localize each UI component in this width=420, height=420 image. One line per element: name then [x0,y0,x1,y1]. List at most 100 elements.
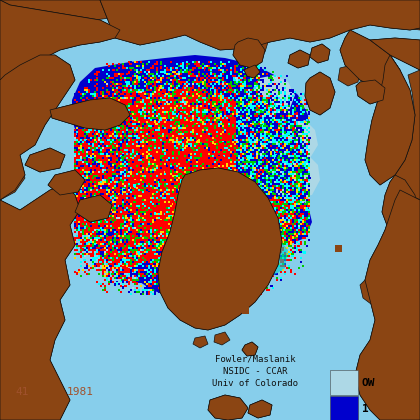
Point [300,171,307,178]
Point [270,254,276,261]
Point [305,176,312,183]
Point [118,277,124,284]
Point [162,216,168,223]
Point [154,89,161,96]
Point [286,126,293,133]
Point [189,103,196,110]
Point [289,115,296,121]
Point [161,168,168,175]
Point [285,265,292,271]
Point [253,175,260,182]
Point [288,209,294,216]
Point [152,88,159,95]
Point [256,82,263,89]
Point [294,143,301,150]
Point [179,259,186,265]
Point [181,226,188,233]
Point [164,81,171,88]
Point [161,76,168,83]
Point [139,101,146,108]
Point [94,76,100,83]
Point [131,134,138,141]
Point [162,183,168,189]
Point [190,171,197,178]
Point [281,199,288,205]
Point [179,156,186,163]
Point [211,131,218,138]
Point [98,223,105,229]
Point [158,257,164,264]
Point [284,219,290,226]
Point [105,129,112,135]
Point [127,265,134,271]
Point [154,232,160,239]
Point [284,131,291,138]
Point [238,137,244,144]
Point [152,73,158,80]
Point [210,105,216,111]
Point [109,65,116,71]
Point [85,195,92,202]
Point [241,151,248,158]
Point [124,247,131,253]
Point [181,247,188,253]
Point [178,274,184,281]
Point [167,153,174,160]
Point [227,149,234,155]
Point [226,155,233,162]
Point [289,113,296,120]
Point [197,168,204,175]
Point [294,133,301,139]
Point [203,114,210,121]
Point [135,77,142,84]
Point [87,163,94,170]
Point [156,215,163,222]
Point [158,183,164,190]
Point [251,186,258,193]
Point [162,174,168,181]
Point [211,64,218,71]
Point [222,141,229,147]
Polygon shape [158,168,282,330]
Point [227,107,234,113]
Point [112,157,118,164]
Point [270,239,276,245]
Point [108,206,115,213]
Point [152,175,158,181]
Point [205,121,212,127]
Point [160,139,166,146]
Point [226,147,232,153]
Point [112,264,119,271]
Point [124,194,131,201]
Point [274,247,281,253]
Point [197,79,204,86]
Point [288,113,295,119]
Point [289,133,296,139]
Point [166,222,173,229]
Point [124,142,131,149]
Point [91,106,98,113]
Point [75,148,82,155]
Point [172,217,178,223]
Point [93,183,100,189]
Point [176,249,182,256]
Point [80,99,87,106]
Point [112,245,118,252]
Point [270,77,276,84]
Point [118,91,124,97]
Point [279,104,286,111]
Point [246,101,253,108]
Point [88,207,95,214]
Point [191,135,198,142]
Point [301,226,308,233]
Point [234,88,241,95]
Point [122,174,129,181]
Point [188,119,195,126]
Point [100,234,107,241]
Point [187,199,194,205]
Point [94,121,100,128]
Point [147,96,154,103]
Point [94,110,100,117]
Point [120,225,126,232]
Point [192,79,198,85]
